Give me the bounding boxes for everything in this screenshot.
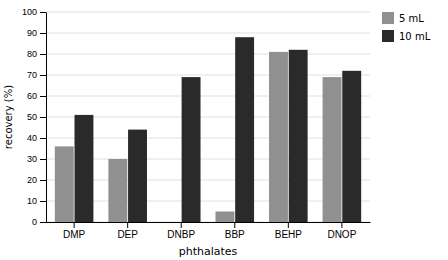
y-tick-label: 100	[22, 7, 37, 17]
legend-swatch	[382, 12, 394, 24]
y-tick-label: 10	[27, 196, 37, 206]
y-tick: 90	[27, 28, 46, 38]
grid	[46, 12, 370, 222]
grid-line	[46, 54, 370, 55]
y-tick: 80	[27, 49, 46, 59]
legend-item: 10 mL	[382, 30, 431, 42]
y-tick-label: 60	[27, 91, 37, 101]
y-axis-line	[46, 13, 47, 223]
chart-svg: DMP DEP DNBP BBP BEHP DNOP 0 10 20 30 40 50 60 70 80 90…	[0, 0, 448, 260]
grid-line	[46, 117, 370, 118]
x-tick-mark	[341, 222, 342, 228]
grid-line	[46, 33, 370, 34]
bar	[128, 130, 147, 222]
legend-label: 10 mL	[399, 31, 431, 42]
y-tick-mark	[40, 33, 46, 34]
y-tick: 30	[27, 154, 46, 164]
y-tick-mark	[40, 54, 46, 55]
bar	[75, 115, 94, 222]
bar	[323, 77, 342, 222]
x-tick: DEP	[117, 222, 138, 240]
x-axis: DMP DEP DNBP BBP BEHP DNOP	[47, 222, 371, 240]
bar	[108, 159, 127, 222]
grid-line	[46, 75, 370, 76]
grid-line	[46, 12, 370, 13]
x-tick-mark	[234, 222, 235, 228]
bar	[182, 77, 201, 222]
x-tick-label: DNBP	[167, 229, 195, 240]
y-tick: 100	[22, 7, 46, 17]
y-tick-label: 80	[27, 49, 37, 59]
grid-line	[46, 180, 370, 181]
y-tick-label: 90	[27, 28, 37, 38]
y-tick-label: 70	[27, 70, 37, 80]
y-tick: 70	[27, 70, 46, 80]
bars	[55, 37, 361, 222]
x-tick: BEHP	[275, 222, 303, 240]
y-tick-label: 40	[27, 133, 37, 143]
x-tick: DMP	[63, 222, 86, 240]
y-tick-mark	[40, 201, 46, 202]
y-tick: 0	[32, 217, 46, 227]
y-tick: 10	[27, 196, 46, 206]
grid-line	[46, 222, 370, 223]
y-tick-mark	[40, 159, 46, 160]
x-axis-line	[47, 222, 371, 223]
x-tick-mark	[74, 222, 75, 228]
bar	[215, 212, 234, 223]
y-tick-mark	[40, 222, 46, 223]
grid-line	[46, 138, 370, 139]
x-tick: DNOP	[327, 222, 356, 240]
bar	[162, 222, 181, 223]
y-tick-label: 30	[27, 154, 37, 164]
y-tick-label: 0	[32, 217, 37, 227]
y-tick-mark	[40, 96, 46, 97]
y-tick: 60	[27, 91, 46, 101]
y-tick: 50	[27, 112, 46, 122]
bar	[269, 52, 288, 222]
y-tick-label: 20	[27, 175, 37, 185]
legend: 5 mL 10 mL	[382, 12, 431, 42]
y-tick-mark	[40, 138, 46, 139]
y-axis: 0 10 20 30 40 50 60 70 80 90 100	[22, 7, 47, 227]
x-tick-mark	[288, 222, 289, 228]
x-tick-mark	[127, 222, 128, 228]
y-tick-mark	[40, 12, 46, 13]
legend-item: 5 mL	[382, 12, 424, 24]
x-tick-label: BBP	[225, 229, 245, 240]
x-tick-label: DNOP	[327, 229, 356, 240]
x-tick: BBP	[225, 222, 245, 240]
bar	[235, 37, 254, 222]
x-tick-mark	[181, 222, 182, 228]
y-axis-title: recovery (%)	[3, 85, 14, 149]
plot-area: DMP DEP DNBP BBP BEHP DNOP 0 10 20 30 40 50 60 70 80 90…	[22, 7, 371, 240]
x-tick-label: DEP	[117, 229, 138, 240]
bar	[55, 146, 74, 222]
bar	[342, 71, 361, 222]
grid-line	[46, 159, 370, 160]
legend-label: 5 mL	[399, 13, 424, 24]
x-tick-label: DMP	[63, 229, 86, 240]
x-axis-title: phthalates	[179, 245, 238, 258]
bar-series	[75, 37, 362, 222]
y-tick-mark	[40, 180, 46, 181]
y-tick: 20	[27, 175, 46, 185]
y-tick-mark	[40, 75, 46, 76]
y-tick-mark	[40, 117, 46, 118]
y-tick-label: 50	[27, 112, 37, 122]
grid-line	[46, 201, 370, 202]
grid-line	[46, 96, 370, 97]
y-tick: 40	[27, 133, 46, 143]
x-tick-label: BEHP	[275, 229, 303, 240]
legend-swatch	[382, 30, 394, 42]
bar	[289, 50, 308, 222]
chart-container: DMP DEP DNBP BBP BEHP DNOP 0 10 20 30 40 50 60 70 80 90…	[0, 0, 448, 260]
x-tick: DNBP	[167, 222, 195, 240]
